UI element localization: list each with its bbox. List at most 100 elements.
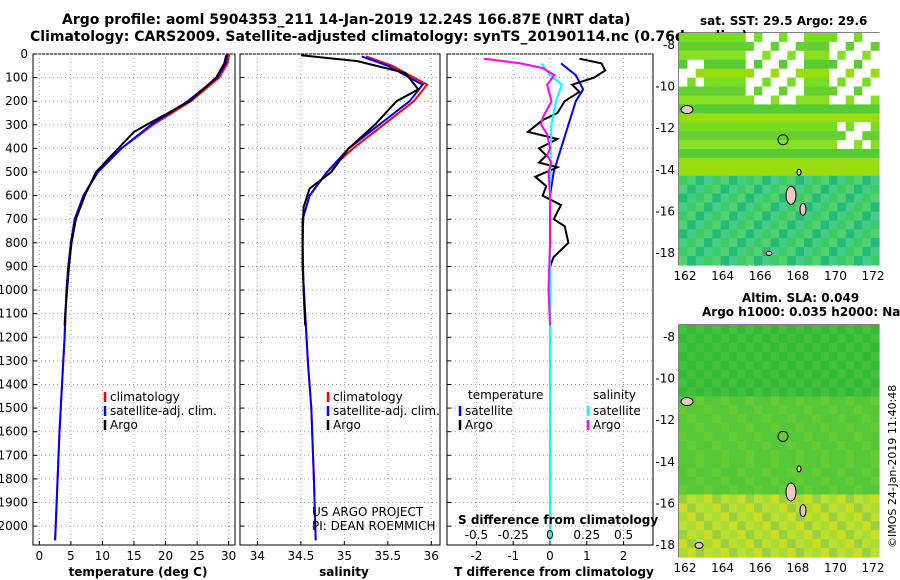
altimetry-map-cell (812, 449, 822, 460)
sst-map-cell (854, 229, 863, 239)
altimetry-map-cell (687, 333, 697, 344)
altimetry-map-cell (729, 458, 738, 469)
sst-map-cell (695, 104, 705, 114)
altimetry-map-cell (687, 476, 697, 487)
altimetry-map-cell (854, 503, 863, 513)
salinity-xtick-label: 36 (424, 549, 439, 563)
sst-map-cell (779, 33, 788, 43)
altimetry-map-cell (812, 414, 822, 424)
sst-map-cell (729, 229, 738, 239)
sst-map-cell (720, 220, 730, 230)
sst-map-cell (754, 59, 763, 70)
altimetry-map-cell (779, 476, 788, 487)
sst-map-cell (812, 104, 822, 114)
depth-tick-label: 1000 (0, 283, 28, 297)
altimetry-map-cell (870, 458, 880, 469)
altimetry-map-cell (679, 467, 688, 478)
sst-map-xtick-label: 164 (711, 269, 734, 283)
altimetry-map-cell (720, 342, 730, 353)
altimetry-map-cell (812, 521, 822, 531)
altimetry-map-cell (695, 369, 705, 380)
altimetry-map-cell (779, 369, 788, 380)
sst-map-cell (729, 247, 738, 257)
sst-map-cell (729, 202, 738, 212)
altimetry-map-cell (820, 503, 830, 513)
sst-map-cell (712, 113, 722, 123)
island-shape (680, 105, 694, 115)
sst-map-cell (712, 220, 722, 230)
depth-tick-label: 1200 (0, 330, 28, 344)
altimetry-map-cell (679, 476, 688, 487)
altimetry-map-cell (870, 351, 880, 362)
altimetry-map-cell (787, 441, 797, 451)
sst-map-cell (845, 229, 855, 239)
altimetry-map-cell (837, 378, 847, 388)
sst-map-cell (687, 95, 697, 105)
sst-map-cell (679, 157, 688, 168)
altimetry-map-cell (729, 485, 738, 496)
sst-map-cell (854, 95, 863, 105)
altimetry-map-cell (687, 378, 697, 388)
sst-map-cell (787, 229, 797, 239)
altimetry-map-cell (862, 476, 872, 487)
altimetry-map-cell (804, 449, 813, 460)
sst-map-cell (862, 50, 872, 61)
altimetry-map-cell (704, 360, 713, 371)
altimetry-map-cell (870, 360, 880, 371)
sst-map-cell (745, 33, 755, 43)
sst-map-cell (729, 211, 738, 221)
sst-map-cell (870, 104, 880, 114)
sst-map-cell (720, 41, 730, 52)
sst-map-cell (779, 220, 788, 230)
altimetry-map-cell (754, 378, 763, 388)
sst-map-cell (762, 68, 772, 79)
sst-map-cell (754, 202, 763, 212)
sst-map-cell (770, 157, 780, 168)
sst-map-cell (745, 113, 755, 123)
sst-map-cell (870, 41, 880, 52)
sst-map-cell (737, 95, 747, 105)
sst-map-cell (829, 157, 838, 168)
altimetry-map-cell (754, 369, 763, 380)
sst-map-cell (779, 149, 788, 159)
altimetry-map-cell (804, 539, 813, 549)
altimetry-map-cell (712, 512, 722, 522)
altimetry-map-cell (754, 405, 763, 415)
altimetry-map-cell (787, 405, 797, 415)
sst-map-cell (737, 166, 747, 177)
altimetry-map-cell (862, 351, 872, 362)
sst-map-cell (804, 229, 813, 239)
altimetry-map-cell (704, 333, 713, 344)
altimetry-map-cell (820, 369, 830, 380)
sst-map-cell (679, 77, 688, 88)
altimetry-map-cell (762, 325, 772, 335)
altimetry-map-cell (787, 467, 797, 478)
altimetry-map-cell (712, 539, 722, 549)
sst-map-cell (829, 256, 838, 266)
altimetry-map-cell (695, 342, 705, 353)
island-shape (799, 202, 807, 216)
altimetry-map-cell (762, 333, 772, 344)
sst-map-cell (845, 157, 855, 168)
sst-map-cell (845, 220, 855, 230)
sst-map-cell (862, 184, 872, 195)
altimetry-map-cell (854, 378, 863, 388)
sst-map-cell (870, 211, 880, 221)
altimetry-map-cell (862, 539, 872, 549)
salinity-xtick-label: 35.5 (374, 549, 401, 563)
sst-map-cell (812, 95, 822, 105)
altimetry-map-cell (695, 432, 705, 442)
sst-map-cell (829, 86, 838, 96)
sst-map-cell (687, 238, 697, 248)
depth-tick-label: 100 (5, 71, 28, 85)
altimetry-map-cell (779, 467, 788, 478)
sst-map-cell (862, 68, 872, 79)
sst-map-cell (729, 193, 738, 204)
sst-map-cell (745, 193, 755, 204)
altimetry-map-cell (795, 378, 805, 388)
altimetry-map-cell (812, 494, 822, 504)
sst-map-cell (704, 175, 713, 186)
sst-map-cell (737, 104, 747, 114)
sst-map-cell (820, 122, 830, 132)
